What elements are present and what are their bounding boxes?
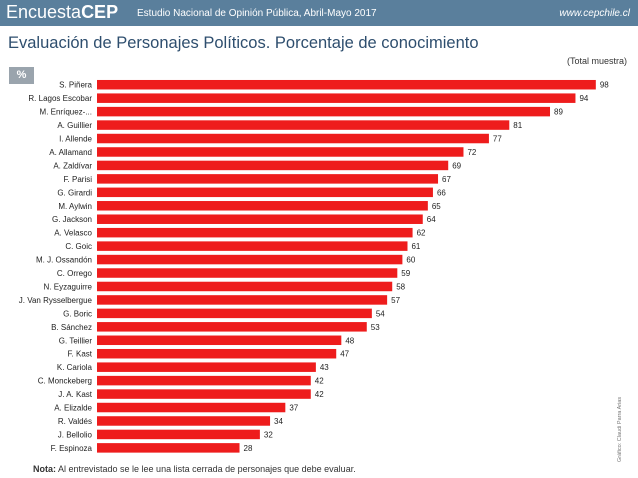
bar-f-parisi [97, 174, 439, 184]
value-label-g-jackson: 64 [427, 215, 436, 224]
bar-g-girardi [97, 187, 433, 198]
bar-f-espinoza [97, 443, 240, 453]
bar-k-cariola [97, 362, 316, 372]
category-label-g-girardi: G. Girardi [57, 188, 92, 197]
value-label-g-boric: 54 [376, 309, 385, 318]
bar-a-zaldivar [97, 160, 449, 171]
category-label-c-monckeberg: C. Monckeberg [38, 377, 92, 386]
value-label-m-enriquez: 89 [554, 108, 563, 117]
value-label-f-parisi: 67 [442, 175, 451, 184]
value-label-a-velasco: 62 [417, 229, 426, 238]
value-label-c-goic: 61 [411, 242, 420, 251]
value-label-j-van-rysselbergue: 57 [391, 296, 400, 305]
value-label-n-eyzaguirre: 58 [396, 282, 405, 291]
value-label-k-cariola: 43 [320, 363, 329, 372]
bar-m-j-ossandon [97, 254, 403, 265]
category-label-i-allende: I. Allende [59, 135, 92, 144]
category-label-j-van-rysselbergue: J. Van Rysselbergue [19, 296, 93, 305]
bar-g-boric [97, 308, 372, 319]
value-label-r-valdes: 34 [274, 417, 283, 426]
category-label-a-allamand: A. Allamand [49, 148, 92, 157]
category-label-f-kast: F. Kast [68, 350, 93, 359]
bar-i-allende [97, 133, 489, 144]
value-label-r-lagos-escobar: 94 [579, 94, 588, 103]
footnote-text: Al entrevistado se le lee una lista cerr… [56, 464, 356, 474]
bar-j-bellolio [97, 429, 260, 440]
bar-n-eyzaguirre [97, 281, 393, 292]
category-label-k-cariola: K. Cariola [57, 363, 93, 372]
value-label-a-guillier: 81 [513, 121, 522, 130]
value-label-g-teillier: 48 [345, 336, 354, 345]
category-label-a-guillier: A. Guillier [57, 121, 92, 130]
bar-b-sanchez [97, 322, 367, 332]
value-label-c-monckeberg: 42 [315, 377, 324, 386]
value-label-f-espinoza: 28 [244, 444, 253, 453]
logo-suffix: CEP [81, 2, 119, 22]
category-label-c-goic: C. Goic [65, 242, 92, 251]
category-label-r-valdes: R. Valdés [58, 417, 92, 426]
category-label-j-a-kast: J. A. Kast [58, 390, 93, 399]
category-label-c-orrego: C. Orrego [57, 269, 93, 278]
encuesta-cep-logo: EncuestaCEP [6, 2, 118, 23]
category-label-s-pinera: S. Piñera [59, 81, 92, 90]
category-label-f-parisi: F. Parisi [64, 175, 93, 184]
bar-g-teillier [97, 335, 342, 346]
bar-c-goic [97, 241, 408, 251]
bar-f-kast [97, 348, 337, 359]
header-bar: EncuestaCEP Estudio Nacional de Opinión … [0, 0, 638, 26]
bar-s-pinera [97, 79, 596, 90]
bar-c-monckeberg [97, 375, 311, 386]
bar-r-valdes [97, 416, 271, 426]
category-label-g-teillier: G. Teillier [59, 336, 93, 345]
chart-credit: Gráfico: Claudi Parra Arias [617, 396, 623, 462]
value-label-j-a-kast: 42 [315, 390, 324, 399]
bar-r-lagos-escobar [97, 93, 576, 103]
bar-j-van-rysselbergue [97, 295, 388, 305]
value-label-g-girardi: 66 [437, 188, 446, 197]
value-label-s-pinera: 98 [600, 81, 609, 90]
sample-subtitle: (Total muestra) [566, 56, 627, 66]
bar-g-jackson [97, 214, 423, 224]
value-label-a-zaldivar: 69 [452, 161, 461, 170]
category-label-a-velasco: A. Velasco [54, 229, 92, 238]
bar-c-orrego [97, 268, 398, 278]
category-label-m-j-ossandon: M. J. Ossandón [36, 256, 92, 265]
study-title: Estudio Nacional de Opinión Pública, Abr… [137, 8, 377, 19]
bar-a-elizalde [97, 402, 286, 413]
category-label-b-sanchez: B. Sánchez [51, 323, 92, 332]
value-label-i-allende: 77 [493, 135, 502, 144]
category-label-a-zaldivar: A. Zaldívar [53, 161, 92, 170]
category-label-n-eyzaguirre: N. Eyzaguirre [44, 282, 93, 291]
value-label-f-kast: 47 [340, 350, 349, 359]
footnote: Nota: Al entrevistado se le lee una list… [33, 464, 356, 474]
category-label-f-espinoza: F. Espinoza [51, 444, 93, 453]
category-label-m-enriquez: M. Enríquez-... [40, 108, 92, 117]
category-label-j-bellolio: J. Bellolio [58, 430, 93, 439]
value-label-a-allamand: 72 [467, 148, 476, 157]
category-label-r-lagos-escobar: R. Lagos Escobar [28, 94, 92, 103]
bar-m-enriquez [97, 106, 551, 117]
bar-j-a-kast [97, 389, 311, 399]
category-label-g-jackson: G. Jackson [52, 215, 92, 224]
value-label-a-elizalde: 37 [289, 404, 298, 413]
bar-a-velasco [97, 227, 413, 238]
logo-prefix: Encuesta [6, 2, 82, 22]
bar-m-aylwin [97, 201, 428, 211]
category-label-m-aylwin: M. Aylwin [58, 202, 92, 211]
percent-badge: % [9, 67, 34, 84]
value-label-m-aylwin: 65 [432, 202, 441, 211]
footnote-label: Nota: [33, 464, 56, 474]
bar-a-allamand [97, 147, 464, 157]
page-title: Evaluación de Personajes Políticos. Porc… [8, 34, 479, 52]
category-label-g-boric: G. Boric [63, 309, 92, 318]
category-label-a-elizalde: A. Elizalde [54, 404, 92, 413]
value-label-m-j-ossandon: 60 [406, 256, 415, 265]
website-link[interactable]: www.cepchile.cl [559, 8, 630, 19]
value-label-b-sanchez: 53 [371, 323, 380, 332]
value-label-c-orrego: 59 [401, 269, 410, 278]
value-label-j-bellolio: 32 [264, 430, 273, 439]
bar-a-guillier [97, 120, 510, 130]
